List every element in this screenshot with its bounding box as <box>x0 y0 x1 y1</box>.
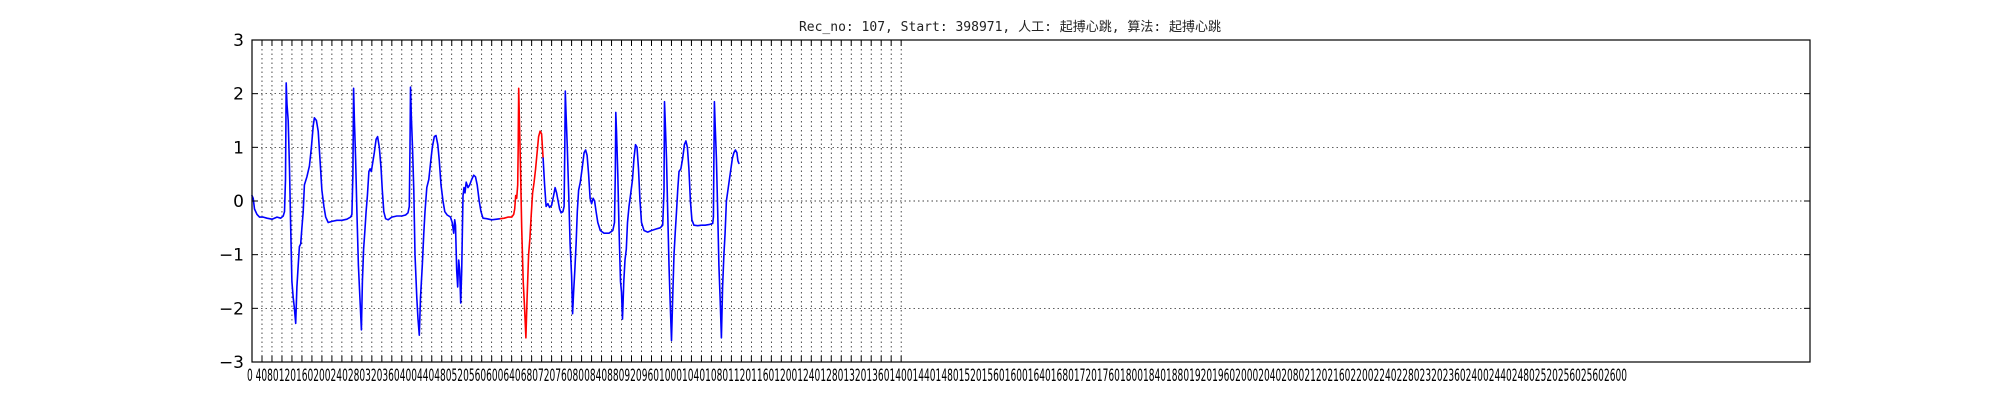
series-line-0 <box>251 82 502 336</box>
x-axis-ticks <box>251 40 902 362</box>
y-axis-ticks: −3 −2 −1 0 1 2 3 <box>219 31 1810 373</box>
y-tick-label: 3 <box>233 31 244 51</box>
chart-title: Rec_no: 107, Start: 398971, 人工: 起搏心跳, 算法… <box>799 19 1221 35</box>
y-tick-label: 0 <box>233 192 244 212</box>
y-tick-label: 2 <box>233 85 244 105</box>
y-tick-label: 1 <box>233 138 244 158</box>
series-group <box>251 82 740 342</box>
series-line-1 <box>499 87 544 339</box>
x-tick-labels: 0 40801201602002402803203604004404805205… <box>247 366 1627 386</box>
y-tick-label: −3 <box>219 353 244 373</box>
y-tick-label: −2 <box>219 299 244 319</box>
grid-lines <box>251 39 1810 363</box>
series-line-2 <box>542 90 740 342</box>
y-tick-label: −1 <box>219 246 244 266</box>
